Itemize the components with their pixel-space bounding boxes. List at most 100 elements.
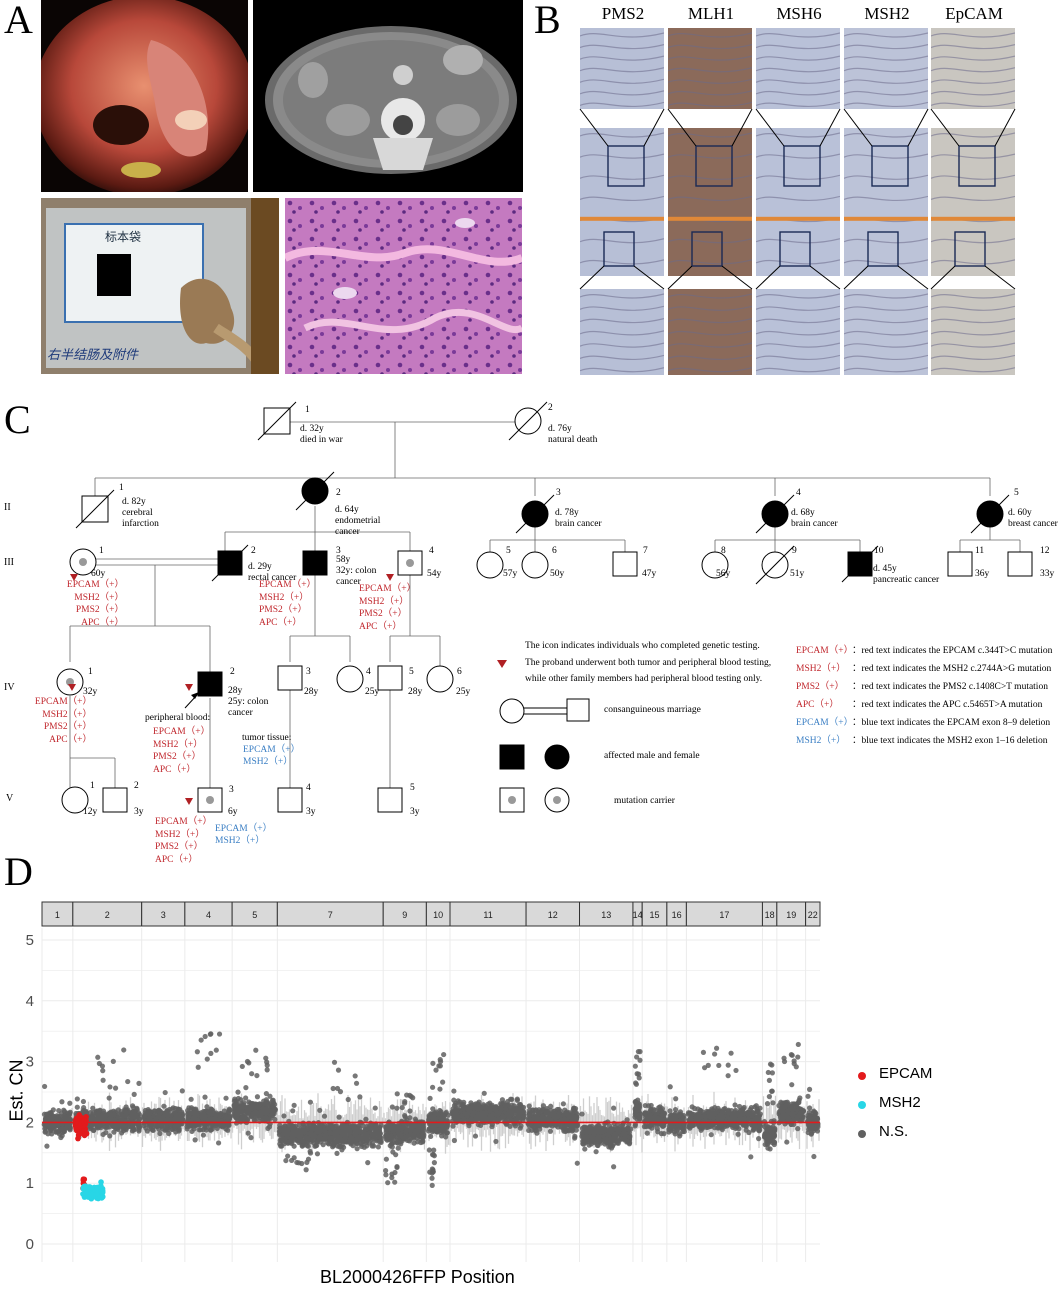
pedigree-info-II4: d. 68y <box>791 508 815 518</box>
ihc-tile <box>756 28 840 109</box>
pedigree-number-V2: 2 <box>134 781 139 791</box>
pedigree-info-II2: endometrial <box>335 516 381 526</box>
pedigree-number-I1: 1 <box>305 405 310 415</box>
pedigree-number-V3: 3 <box>229 785 234 795</box>
mutation-label-V3: APC（+） <box>155 854 198 865</box>
panel-label-d: D <box>4 849 33 894</box>
ct-scan <box>253 0 523 192</box>
ihc-marker-label-mlh1: MLH1 <box>687 4 735 23</box>
legend-label-msh2: MSH2 <box>879 1094 921 1111</box>
pedigree-info-I2: natural death <box>548 435 598 445</box>
pedigree-age-V2: 3y <box>134 807 144 817</box>
panel-label-a: A <box>4 0 33 42</box>
pedigree-age-III12: 33y <box>1040 569 1055 579</box>
legend-mutation-gene: EPCAM（+） <box>796 718 854 728</box>
mutation-label-III3: APC（+） <box>259 617 302 628</box>
pedigree-number-I2: 2 <box>548 403 553 413</box>
msh2-points <box>80 1179 106 1202</box>
chromosome-label: 4 <box>206 910 211 920</box>
legend-mutation-text: ：blue text indicates the MSH2 exon 1–16 … <box>852 736 1048 746</box>
chromosome-strip <box>579 901 634 927</box>
pedigree-number-IV1: 1 <box>88 667 93 677</box>
legend-genetic-testing-3: while other family members had periphera… <box>525 674 763 684</box>
ihc-tile <box>580 289 664 375</box>
specimen-handwriting: 右半结肠及附件 <box>47 347 139 362</box>
y-tick-label: 3 <box>26 1054 34 1071</box>
mutation-label-V3: MSH2（+） <box>155 829 205 840</box>
pedigree-number-III10: 10 <box>874 546 884 556</box>
legend-mutation-text: ：red text indicates the APC c.5465T>A mu… <box>852 700 1043 710</box>
mutation-label-V3: EPCAM（+） <box>155 817 213 827</box>
ihc-tile <box>668 28 752 109</box>
tumor-mutation-label-v3: EPCAM（+） <box>215 824 273 834</box>
ihc-connectors <box>579 108 1016 290</box>
legend-carrier: mutation carrier <box>614 796 675 806</box>
ihc-tile <box>931 28 1015 109</box>
pedigree-age-V4: 3y <box>306 807 316 817</box>
legend-label-epcam: EPCAM <box>879 1065 933 1082</box>
pedigree-number-III2: 2 <box>251 546 256 556</box>
generation-label-v: V <box>6 793 14 804</box>
mutation-label-IV1: EPCAM（+） <box>34 697 92 707</box>
pedigree-info-IV2: cancer <box>228 708 253 718</box>
legend-mutation-text: ：red text indicates the EPCAM c.344T>C m… <box>852 646 1053 656</box>
chromosome-label: 16 <box>672 910 682 920</box>
mutation-label-III1: EPCAM（+） <box>66 580 124 590</box>
pedigree-info-IV2: 25y: colon <box>228 697 269 707</box>
chromosome-strip <box>449 901 527 927</box>
pedigree-age-III8: 56y <box>716 569 731 579</box>
mutation-label-IV1: MSH2（+） <box>42 709 92 720</box>
chromosome-strip <box>276 901 384 927</box>
legend-affected: affected male and female <box>604 751 700 761</box>
chromosome-label: 19 <box>786 910 796 920</box>
pedigree-number-III11: 11 <box>975 546 985 556</box>
pedigree-number-III4: 4 <box>429 546 434 556</box>
pedigree-number-III1: 1 <box>99 546 104 556</box>
pedigree-age-III7: 47y <box>642 569 657 579</box>
legend-mutation-gene: PMS2（+） <box>796 682 845 692</box>
pedigree-age-V5: 3y <box>410 807 420 817</box>
chromosome-label: 22 <box>808 910 818 920</box>
pedigree-info-II5: d. 60y <box>1008 508 1032 518</box>
chromosome-label: 7 <box>328 910 333 920</box>
pedigree-age-III6: 50y <box>550 569 565 579</box>
pedigree-info-II2: cancer <box>335 527 360 537</box>
pedigree-age-III9: 51y <box>790 569 805 579</box>
tumor-tissue-label: tumor tissue: <box>242 733 292 743</box>
ihc-tile <box>844 28 928 109</box>
mutation-label-III4: MSH2（+） <box>359 596 409 607</box>
pedigree-info-II3: d. 78y <box>555 508 579 518</box>
pedigree-number-IV3: 3 <box>306 667 311 677</box>
legend-dot-epcam <box>858 1072 866 1080</box>
ihc-tile <box>580 128 664 276</box>
generation-label-iv: IV <box>4 682 15 693</box>
chromosome-label: 2 <box>105 910 110 920</box>
pedigree-age-IV3: 28y <box>304 687 319 697</box>
pedigree-info-IV2: 28y <box>228 686 243 696</box>
pedigree-number-II5: 5 <box>1014 488 1019 498</box>
epcam-points <box>72 1112 90 1192</box>
pedigree-number-II2: 2 <box>336 488 341 498</box>
chromosome-label: 1 <box>55 910 60 920</box>
y-tick-label: 5 <box>26 932 34 949</box>
ihc-marker-label-msh6: MSH6 <box>776 4 822 23</box>
ihc-tile <box>931 128 1015 276</box>
chromosome-label: 13 <box>601 910 611 920</box>
pedigree-age-IV1: 32y <box>83 687 98 697</box>
pedigree-number-III5: 5 <box>506 546 511 556</box>
panel-label-c: C <box>4 397 31 442</box>
mutation-label-III1: MSH2（+） <box>74 592 124 603</box>
pedigree-number-III7: 7 <box>643 546 648 556</box>
histology-image <box>285 198 522 374</box>
chromosome-strip <box>805 901 821 927</box>
pedigree-info-I1: d. 32y <box>300 424 324 434</box>
legend-mutation-gene: MSH2（+） <box>796 664 846 674</box>
legend-genetic-testing-1: The icon indicates individuals who compl… <box>525 641 760 651</box>
pedigree-info-II5: breast cancer <box>1008 519 1058 529</box>
pedigree-info-II4: brain cancer <box>791 519 838 529</box>
pedigree-lines <box>56 401 1033 814</box>
ihc-tile <box>668 289 752 375</box>
pedigree-number-III9: 9 <box>792 546 797 556</box>
ihc-tile <box>844 128 928 276</box>
